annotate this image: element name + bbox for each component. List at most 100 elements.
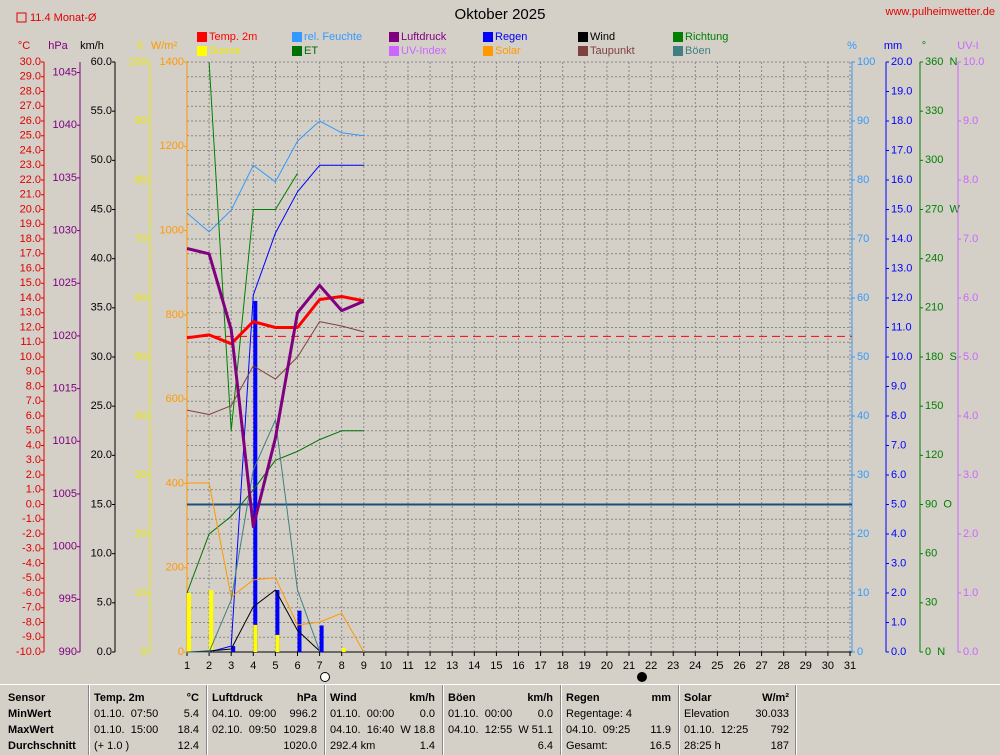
axis-tick-label: 29.0 bbox=[20, 71, 41, 83]
axis-tick-label: 10 bbox=[135, 587, 147, 599]
axis-tick-label: 25.0 bbox=[20, 130, 41, 142]
axis-tick-label: 14.0 bbox=[891, 233, 912, 245]
axis-tick-label: 50 bbox=[857, 351, 869, 363]
table-cell: Durchschnitt bbox=[8, 740, 76, 752]
column-separator bbox=[442, 685, 444, 755]
axis-tick-label: 10.0 bbox=[91, 548, 112, 560]
axis-tick-label: 17.0 bbox=[891, 144, 912, 156]
axis-tick-label: 7.0 bbox=[963, 233, 978, 245]
table-cell: 1029.8 bbox=[283, 724, 317, 736]
axis-tick-label: 120 bbox=[925, 449, 943, 461]
axis-tick-label: 10.0 bbox=[20, 351, 41, 363]
table-cell: 30.033 bbox=[755, 708, 789, 720]
legend-swatch bbox=[292, 46, 302, 56]
axis-tick-label: 25.0 bbox=[91, 400, 112, 412]
axis-tick-label: 200 bbox=[166, 562, 184, 574]
x-tick-label: 30 bbox=[822, 660, 834, 672]
axis-tick-label: 80 bbox=[857, 174, 869, 186]
axis-tick-label: -3.0 bbox=[22, 543, 41, 555]
table-cell: Gesamt: bbox=[566, 740, 608, 752]
legend-label: Regen bbox=[495, 31, 527, 43]
axis-tick-label: 1.0 bbox=[891, 616, 906, 628]
axis-title: mm bbox=[884, 40, 902, 52]
axis-tick-label: 1010 bbox=[53, 435, 77, 447]
x-tick-label: 5 bbox=[272, 660, 278, 672]
legend-swatch bbox=[197, 32, 207, 42]
axis-tick-label: 150 bbox=[925, 400, 943, 412]
table-cell: (+ 1.0 ) bbox=[94, 740, 130, 752]
axis-tick-label: 800 bbox=[166, 309, 184, 321]
axis-tick-label: 5.0 bbox=[26, 425, 41, 437]
x-tick-label: 25 bbox=[711, 660, 723, 672]
axis-tick-label: 80 bbox=[135, 174, 147, 186]
axis-tick-label: 4.0 bbox=[891, 528, 906, 540]
column-separator bbox=[88, 685, 90, 755]
legend-label: Böen bbox=[685, 45, 711, 57]
x-tick-label: 1 bbox=[184, 660, 190, 672]
axis-tick-label: 8.0 bbox=[26, 380, 41, 392]
table-cell: 0.0 bbox=[537, 708, 553, 720]
x-tick-label: 15 bbox=[490, 660, 502, 672]
axis-tick-label: -10.0 bbox=[16, 646, 41, 658]
table-cell: 01.10. 00:00 bbox=[448, 708, 513, 720]
axis-tick-label: 19.0 bbox=[891, 85, 912, 97]
axis-tick-label: 4.0 bbox=[26, 439, 41, 451]
legend-label: Solar bbox=[495, 45, 521, 57]
table-cell: 292.4 km bbox=[330, 740, 376, 752]
axis-tick-label: 13.0 bbox=[891, 262, 912, 274]
x-tick-label: 22 bbox=[645, 660, 657, 672]
axis-tick-label: 23.0 bbox=[20, 159, 41, 171]
axis-tick-label: -4.0 bbox=[22, 557, 41, 569]
table-cell: 18.4 bbox=[177, 724, 199, 736]
legend-swatch bbox=[197, 46, 207, 56]
x-tick-label: 31 bbox=[844, 660, 856, 672]
axis-tick-label: -5.0 bbox=[22, 572, 41, 584]
site-link[interactable]: www.pulheimwetter.de bbox=[885, 6, 995, 18]
axis-tick-label: 10.0 bbox=[963, 56, 984, 68]
axis-tick-label: 100 bbox=[129, 56, 147, 68]
axis-tick-label: 60 bbox=[857, 292, 869, 304]
axis-tick-label: 35.0 bbox=[91, 302, 112, 314]
axis-tick-label: 40.0 bbox=[91, 253, 112, 265]
axis-tick-label: 1020 bbox=[53, 330, 77, 342]
axis-tick-label: 15.0 bbox=[91, 498, 112, 510]
axis-tick-label: 1040 bbox=[53, 119, 77, 131]
table-cell: mm bbox=[651, 692, 671, 704]
x-tick-label: 10 bbox=[380, 660, 392, 672]
legend-label: Temp. 2m bbox=[209, 31, 257, 43]
table-cell: 28:25 h bbox=[684, 740, 721, 752]
axis-tick-label: 9.0 bbox=[891, 380, 906, 392]
legend-label: Luftdruck bbox=[401, 31, 447, 43]
legend-swatch bbox=[578, 32, 588, 42]
x-tick-label: 28 bbox=[778, 660, 790, 672]
axis-tick-label: 210 bbox=[925, 302, 943, 314]
legend-label: Taupunkt bbox=[590, 45, 635, 57]
series-line bbox=[187, 419, 321, 653]
column-separator bbox=[678, 685, 680, 755]
column-separator bbox=[560, 685, 562, 755]
x-tick-label: 29 bbox=[800, 660, 812, 672]
table-cell: Wind bbox=[330, 692, 357, 704]
legend-swatch bbox=[389, 32, 399, 42]
axis-tick-label: 9.0 bbox=[26, 366, 41, 378]
axis-tick-label: 300 bbox=[925, 154, 943, 166]
axis-tick-label: 9.0 bbox=[963, 115, 978, 127]
axis-tick-label: 90 bbox=[857, 115, 869, 127]
x-tick-label: 14 bbox=[468, 660, 480, 672]
axis-tick-label: 6.0 bbox=[26, 410, 41, 422]
table-cell: 187 bbox=[770, 740, 789, 752]
axis-tick-label: 30 bbox=[135, 469, 147, 481]
legend-swatch bbox=[483, 32, 493, 42]
axis-tick-label: 0 bbox=[857, 646, 863, 658]
axis-tick-label: 5.0 bbox=[963, 351, 978, 363]
axis-tick-label: 19.0 bbox=[20, 218, 41, 230]
axis-tick-label: 30.0 bbox=[91, 351, 112, 363]
table-cell: 01.10. 07:50 bbox=[94, 708, 159, 720]
table-cell: MaxWert bbox=[8, 724, 54, 736]
axis-tick-label: -9.0 bbox=[22, 631, 41, 643]
table-cell: W/m² bbox=[762, 692, 789, 704]
table-cell: Elevation bbox=[684, 708, 730, 720]
axis-tick-label: 18.0 bbox=[891, 115, 912, 127]
axis-tick-label: 18.0 bbox=[20, 233, 41, 245]
table-cell: Temp. 2m bbox=[94, 692, 145, 704]
